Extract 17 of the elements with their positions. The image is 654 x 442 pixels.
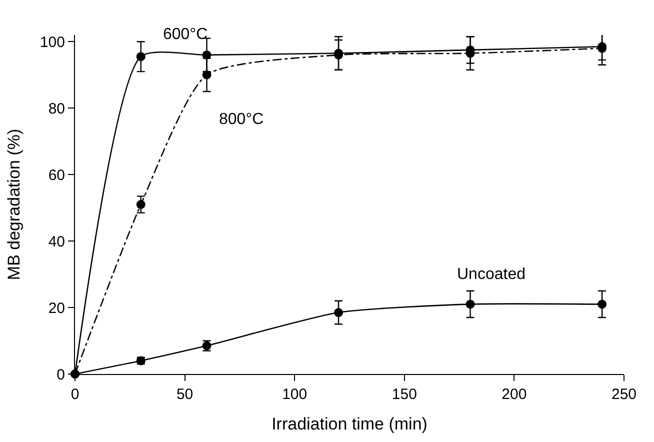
y-tick-label: 100 xyxy=(40,34,65,51)
series-label: Uncoated xyxy=(457,266,526,283)
x-tick-label: 0 xyxy=(70,386,80,403)
y-tick-label: 0 xyxy=(56,366,65,384)
x-tick-label: 250 xyxy=(611,386,637,403)
x-tick-label: 200 xyxy=(502,386,527,403)
x-axis-title: Irradiation time (min) xyxy=(272,414,428,434)
y-axis-title: MB degradation (%) xyxy=(4,128,24,280)
x-tick-label: 150 xyxy=(392,386,417,403)
x-tick-label: 50 xyxy=(176,386,194,403)
y-tick-label: 60 xyxy=(48,166,65,184)
y-tick-label: 40 xyxy=(48,233,65,250)
text: 800°C xyxy=(219,111,264,128)
y-tick-label: 20 xyxy=(48,300,65,317)
series-label: 600°C xyxy=(163,26,208,43)
x-tick-label: 100 xyxy=(282,386,308,403)
y-tick-label: 80 xyxy=(48,100,65,118)
